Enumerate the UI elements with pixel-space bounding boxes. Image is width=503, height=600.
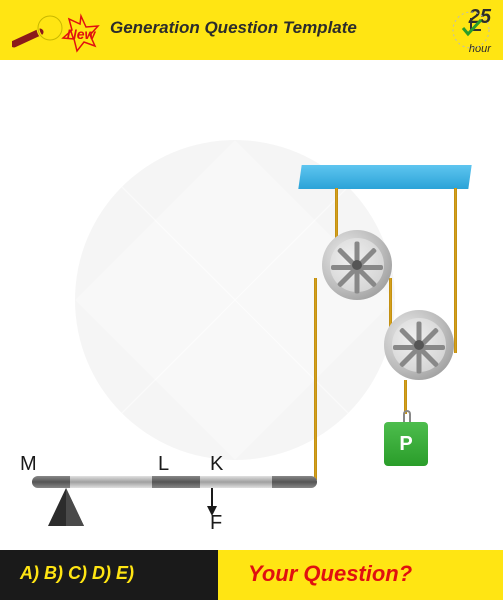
rope [389, 278, 392, 328]
lever-bar [32, 476, 317, 488]
weight-p: P [384, 422, 428, 466]
force-arrow [205, 488, 219, 521]
ceiling-beam [298, 165, 471, 189]
footer: A) B) C) D) E) Your Question? [0, 550, 503, 600]
fulcrum [46, 488, 86, 533]
label-m: M [20, 453, 37, 476]
svg-text:New: New [67, 26, 97, 42]
physics-diagram: P M L K F [0, 60, 503, 550]
pulley-upper [322, 230, 392, 300]
pulley-lower [384, 310, 454, 380]
label-k: K [210, 453, 223, 476]
header-banner: New Generation Question Template 25 hour [0, 0, 503, 60]
label-l: L [158, 453, 169, 476]
rope [404, 380, 407, 414]
header-title: Generation Question Template [110, 18, 357, 38]
rope [314, 278, 317, 480]
answer-options[interactable]: A) B) C) D) E) [0, 550, 218, 600]
question-prompt[interactable]: Your Question? [218, 550, 503, 600]
clock-badge: 25 hour [469, 6, 491, 55]
new-badge: New [56, 12, 106, 56]
rope [454, 188, 457, 353]
